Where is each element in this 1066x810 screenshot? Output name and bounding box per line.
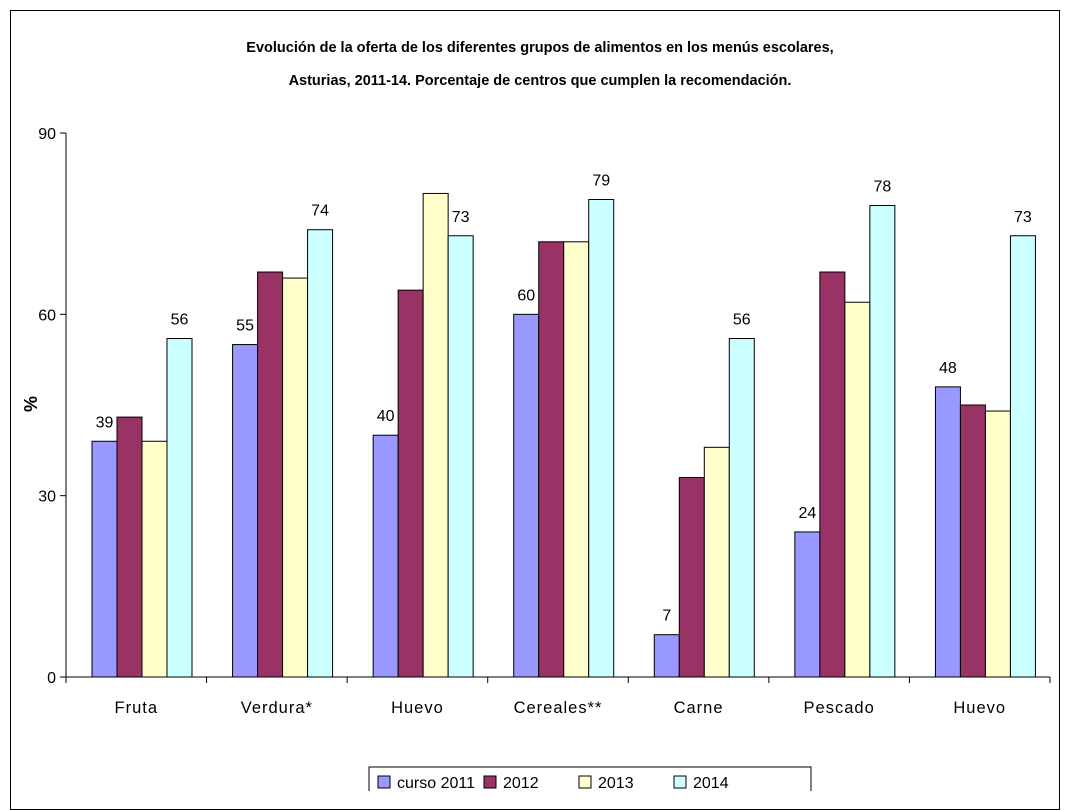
y-tick-label: 30 [38,489,56,506]
bar [984,410,1011,678]
bar [397,289,424,678]
y-axis: 0 30 60 90 [38,126,67,687]
chart-title: Evolución de la oferta de los diferentes… [246,40,833,89]
bar [141,440,168,678]
bar [447,235,474,678]
legend-swatch [483,775,497,789]
bar [819,271,846,678]
y-tick-label: 90 [38,126,56,143]
data-label: 48 [939,360,957,377]
bar [422,192,449,678]
legend-swatch [578,775,592,789]
bar [166,338,193,678]
bar [653,634,680,678]
data-label: 73 [1014,209,1032,226]
y-axis-label: % [21,396,41,412]
legend-label: 2012 [503,775,539,791]
category-label: Cereales** [514,699,603,717]
data-label: 60 [517,287,535,304]
bar [703,446,730,678]
data-label: 79 [592,172,610,189]
bar [513,313,540,678]
bar [1009,235,1036,678]
bar [372,434,399,678]
bar [563,241,590,678]
legend-swatch [673,775,687,789]
bar [307,229,334,678]
legend-label: curso 2011 [397,775,475,791]
bar [588,198,615,678]
legend: curso 2011 2012 2013 2014 [368,766,812,791]
bar [934,386,961,678]
chart-title-line-2: Asturias, 2011-14. Porcentaje de centros… [289,73,792,89]
bar-chart: Evolución de la oferta de los diferentes… [21,40,1051,791]
data-label: 55 [236,318,254,335]
bar [282,277,309,678]
data-labels: 39 56 55 74 40 73 60 79 7 56 24 78 48 73 [96,172,1032,624]
data-label: 24 [798,505,816,522]
bar [538,241,565,678]
bar [232,344,259,678]
category-label: Fruta [115,699,159,717]
category-label: Huevo [391,699,444,717]
legend-swatch [377,775,391,789]
legend-label: 2014 [693,775,729,791]
legend-item: 2014 [673,775,729,791]
category-label: Carne [674,699,724,717]
data-label: 78 [873,179,891,196]
bar [728,338,755,678]
bar [794,531,821,678]
bar [91,440,118,678]
bar [678,477,705,678]
bars [91,192,1036,678]
bar [116,416,143,678]
legend-item: 2012 [483,775,539,791]
data-label: 56 [733,312,751,329]
bar [869,205,896,678]
category-label: Pescado [804,699,875,717]
bar [257,271,284,678]
category-label: Huevo [953,699,1006,717]
category-label: Verdura* [241,699,313,717]
data-label: 73 [452,209,470,226]
data-label: 40 [377,408,395,425]
legend-label: 2013 [598,775,634,791]
y-tick-label: 60 [38,307,56,324]
data-label: 74 [311,203,329,220]
data-label: 39 [96,414,114,431]
legend-item: curso 2011 [377,775,475,791]
chart-title-line-1: Evolución de la oferta de los diferentes… [246,40,833,56]
x-axis: Fruta Verdura* Huevo Cereales** Carne Pescado… [65,676,1051,717]
y-tick-label: 0 [47,670,56,687]
data-label: 7 [662,608,671,625]
bar [959,404,986,678]
legend-item: 2013 [578,775,634,791]
bar [844,301,871,678]
data-label: 56 [171,312,189,329]
